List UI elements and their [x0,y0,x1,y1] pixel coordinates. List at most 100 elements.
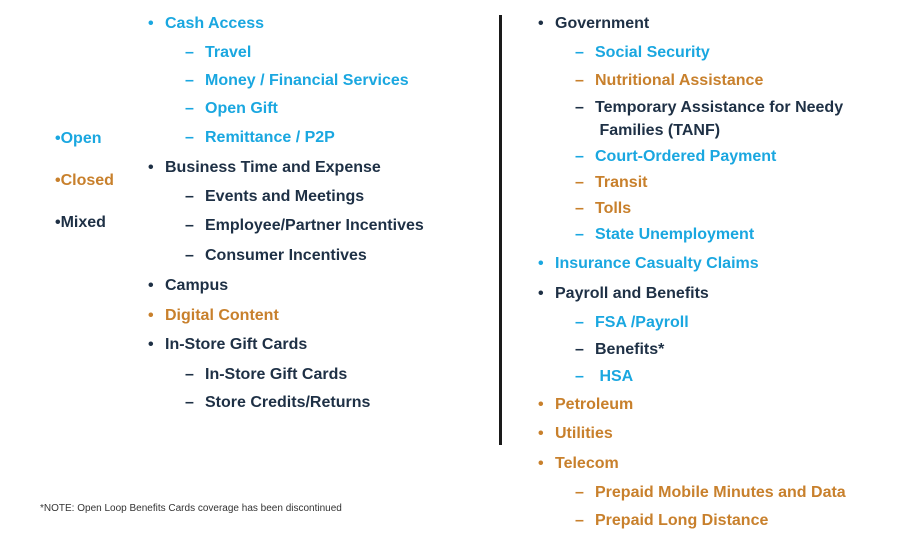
item-text: Government [555,15,650,32]
sub-list-item: – Benefits* [538,339,664,361]
list-item: • Campus [148,275,228,297]
bullet-icon: • [538,396,544,413]
bullet-icon: • [538,455,544,472]
bullet-icon: • [538,285,544,302]
sub-list-item: – Remittance / P2P [148,127,335,149]
dash-icon: – [185,394,194,411]
sub-list-item: – Transit [538,172,647,194]
item-text: Money / Financial Services [205,72,409,89]
sub-list-item: – Events and Meetings [148,186,364,208]
item-text: Benefits* [595,341,665,358]
item-text: Travel [205,44,252,61]
dash-icon: – [575,484,584,501]
sub-list-item: – State Unemployment [538,224,754,246]
dash-icon: – [575,314,584,331]
sub-list-item: – Court-Ordered Payment [538,146,776,168]
item-text: Remittance / P2P [205,129,335,146]
dash-icon: – [575,148,584,165]
sub-list-item: – Consumer Incentives [148,245,367,267]
dash-icon: – [575,226,584,243]
item-text: Campus [165,277,229,294]
item-text: Prepaid Mobile Minutes and Data [595,484,846,501]
legend-item-open: •Open [55,130,102,147]
dash-icon: – [185,129,194,146]
dash-icon: – [185,72,194,89]
bullet-icon: • [538,425,544,442]
dash-icon: – [575,72,584,89]
sub-list-item: – Travel [148,42,251,64]
legend-item-closed: •Closed [55,172,114,189]
item-text: Families (TANF) [595,122,721,139]
list-item: • In-Store Gift Cards [148,334,307,356]
dash-icon: – [575,512,584,529]
dash-icon: – [185,366,194,383]
item-text: Cash Access [165,15,265,32]
item-text: In-Store Gift Cards [165,336,308,353]
list-item: • Insurance Casualty Claims [538,253,759,275]
dash-icon: – [575,44,584,61]
item-text: Transit [595,174,648,191]
dash-icon: – [575,99,584,116]
sub-list-item: – Money / Financial Services [148,70,409,92]
bullet-icon: • [148,336,154,353]
dash-icon: – [575,174,584,191]
sub-list-item: – In-Store Gift Cards [148,364,347,386]
color-legend: •Open •Closed •Mixed [55,128,114,254]
sub-list-item: – Tolls [538,198,631,220]
item-text: Consumer Incentives [205,247,367,264]
item-text: Petroleum [555,396,634,413]
sub-list-item: – Employee/Partner Incentives [148,215,424,237]
dash-icon: – [575,368,584,385]
sub-list-item: – Social Security [538,42,710,64]
bullet-icon: • [538,255,544,272]
item-text: Utilities [555,425,613,442]
item-text: Digital Content [165,307,279,324]
item-text: Store Credits/Returns [205,394,371,411]
list-item: • Payroll and Benefits [538,283,709,305]
sub-list-item: – Open Gift [148,98,278,120]
sub-list-item: – Temporary Assistance for Needy [538,97,843,119]
dash-icon: – [185,217,194,234]
sub-list-item: – Store Credits/Returns [148,392,370,414]
bullet-icon: • [148,159,154,176]
item-text: Tolls [595,200,632,217]
dash-icon: – [185,44,194,61]
list-item: • Government [538,13,649,35]
list-item: • Telecom [538,453,619,475]
list-item: • Cash Access [148,13,264,35]
item-text: Social Security [595,44,710,61]
item-text: Insurance Casualty Claims [555,255,759,272]
item-text: Open Gift [205,100,278,117]
bullet-icon: • [148,277,154,294]
item-text: Prepaid Long Distance [595,512,769,529]
list-item: • Petroleum [538,394,633,416]
item-text: State Unemployment [595,226,755,243]
item-text: Employee/Partner Incentives [205,217,424,234]
list-item: • Business Time and Expense [148,157,381,179]
item-text: FSA /Payroll [595,314,689,331]
bullet-icon: • [148,307,154,324]
legend-item-mixed: •Mixed [55,214,106,231]
item-text: Telecom [555,455,619,472]
item-text: Payroll and Benefits [555,285,709,302]
sub-list-item: – Prepaid Long Distance [538,510,768,532]
item-text: Nutritional Assistance [595,72,764,89]
sub-list-item: – Prepaid Mobile Minutes and Data [538,482,846,504]
dash-icon: – [185,247,194,264]
bullet-icon: • [538,15,544,32]
dash-icon: – [575,200,584,217]
item-text: Court-Ordered Payment [595,148,777,165]
list-item: • Digital Content [148,305,279,327]
footnote: *NOTE: Open Loop Benefits Cards coverage… [40,503,342,514]
sub-list-item: – FSA /Payroll [538,312,689,334]
dash-icon: – [185,188,194,205]
sub-list-item: Families (TANF) [538,120,720,142]
item-text: Business Time and Expense [165,159,381,176]
item-text: HSA [595,368,634,385]
sub-list-item: – Nutritional Assistance [538,70,763,92]
dash-icon: – [575,341,584,358]
list-item: • Utilities [538,423,613,445]
dash-icon: – [185,100,194,117]
item-text: In-Store Gift Cards [205,366,348,383]
sub-list-item: – HSA [538,366,633,388]
